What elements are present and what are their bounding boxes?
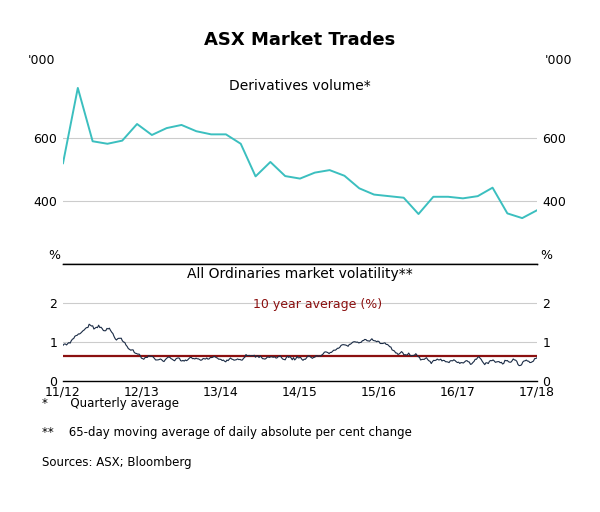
Text: %: % — [540, 249, 552, 262]
Text: **    65-day moving average of daily absolute per cent change: ** 65-day moving average of daily absolu… — [42, 426, 412, 439]
Text: Derivatives volume*: Derivatives volume* — [229, 79, 371, 93]
Text: ASX Market Trades: ASX Market Trades — [205, 31, 395, 49]
Text: *      Quarterly average: * Quarterly average — [42, 397, 179, 410]
Text: %: % — [48, 249, 60, 262]
Text: All Ordinaries market volatility**: All Ordinaries market volatility** — [187, 267, 413, 281]
Text: 10 year average (%): 10 year average (%) — [253, 297, 382, 311]
Text: '000: '000 — [545, 54, 572, 67]
Text: '000: '000 — [28, 54, 55, 67]
Text: Sources: ASX; Bloomberg: Sources: ASX; Bloomberg — [42, 456, 191, 468]
